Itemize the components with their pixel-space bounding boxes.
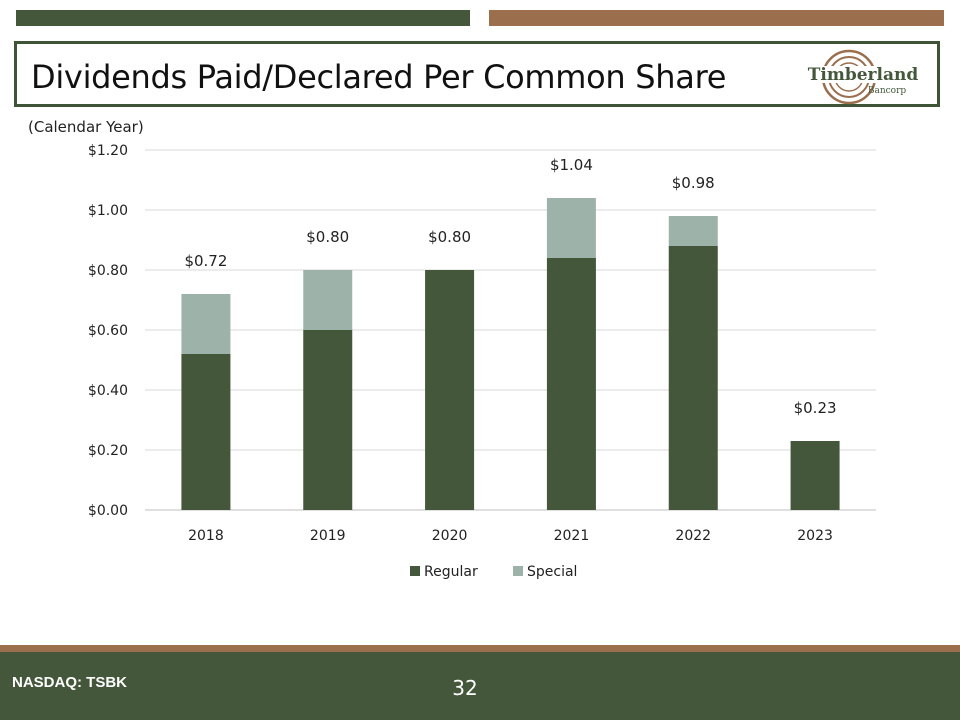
footer-stripe <box>0 645 960 652</box>
page-number: 32 <box>452 676 478 700</box>
legend-label-regular: Regular <box>424 564 478 580</box>
y-tick-label: $0.00 <box>88 503 128 519</box>
dividends-bar-chart: $0.00 $0.20 $0.40 $0.60 $0.80 $1.00 $1.20 $0.72… <box>88 143 876 580</box>
x-tick-label: 2023 <box>797 528 833 544</box>
bar-regular-2020 <box>425 270 475 510</box>
y-tick-label: $0.20 <box>88 443 128 459</box>
bar-regular-2018 <box>181 354 231 510</box>
top-accent-bar-green <box>16 10 470 26</box>
x-tick-label: 2018 <box>188 528 224 544</box>
bar-regular-2019 <box>303 330 353 510</box>
timberland-logo: Timberland Bancorp <box>803 49 925 105</box>
legend-swatch-regular <box>410 566 420 576</box>
x-tick-label: 2019 <box>310 528 346 544</box>
logo-text-sub: Bancorp <box>868 86 907 96</box>
ticker-label: NASDAQ: TSBK <box>12 674 127 691</box>
x-tick-label: 2020 <box>432 528 468 544</box>
y-tick-label: $1.20 <box>88 143 128 159</box>
bar-regular-2022 <box>668 246 718 510</box>
legend-label-special: Special <box>527 564 577 580</box>
data-label: $1.04 <box>550 156 593 174</box>
data-label: $0.72 <box>184 252 227 270</box>
data-label: $0.80 <box>428 228 471 246</box>
bar-special-2022 <box>668 216 718 246</box>
data-label: $0.80 <box>306 228 349 246</box>
title-box: Dividends Paid/Declared Per Common Share… <box>14 41 940 107</box>
y-tick-label: $1.00 <box>88 203 128 219</box>
x-tick-label: 2021 <box>554 528 590 544</box>
y-tick-label: $0.60 <box>88 323 128 339</box>
bar-special-2018 <box>181 294 231 354</box>
bar-regular-2021 <box>546 258 596 510</box>
top-accent-bar-brown <box>489 10 944 26</box>
data-label: $0.98 <box>672 174 715 192</box>
chart-subtitle: (Calendar Year) <box>28 118 144 136</box>
data-label: $0.23 <box>794 399 837 417</box>
bar-special-2019 <box>303 270 353 330</box>
y-tick-label: $0.40 <box>88 383 128 399</box>
x-tick-label: 2022 <box>675 528 711 544</box>
bar-regular-2023 <box>790 441 840 510</box>
footer-bar: NASDAQ: TSBK 32 <box>0 652 960 720</box>
legend-swatch-special <box>513 566 523 576</box>
logo-text-main: Timberland <box>808 65 919 85</box>
y-tick-label: $0.80 <box>88 263 128 279</box>
slide-title: Dividends Paid/Declared Per Common Share <box>31 58 727 96</box>
bar-special-2021 <box>546 198 596 258</box>
